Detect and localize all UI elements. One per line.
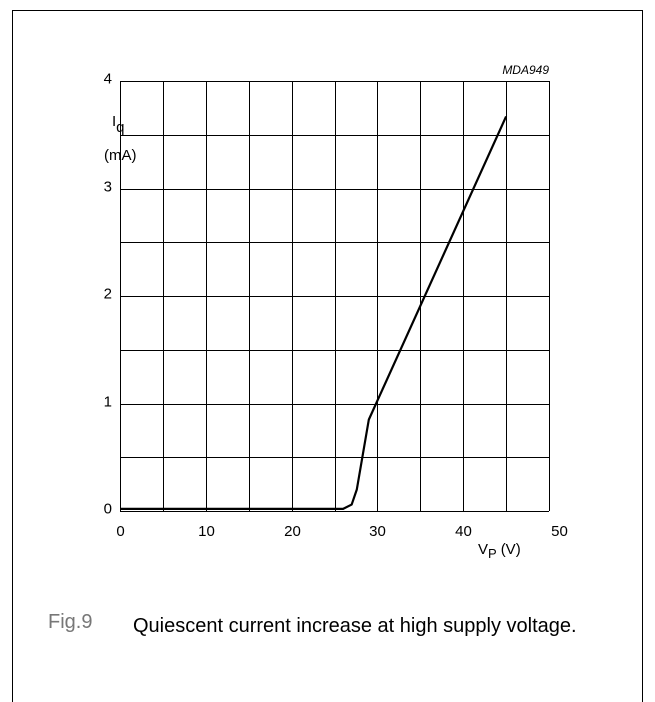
- x-tick-label: 40: [455, 523, 472, 540]
- y-tick-label: 3: [104, 179, 112, 196]
- caption-label: Fig.9: [48, 611, 93, 633]
- frame: [12, 10, 643, 702]
- y-symbol: I: [112, 113, 116, 130]
- y-tick-label: 4: [104, 71, 112, 88]
- y-axis-label: Iq: [112, 113, 125, 136]
- y-tick-label: 1: [104, 394, 112, 411]
- x-subscript: P: [488, 546, 497, 561]
- x-tick-label: 10: [198, 523, 215, 540]
- x-axis-label: VP (V): [478, 541, 521, 561]
- figure-code: MDA949: [502, 63, 549, 77]
- x-tick-label: 0: [116, 523, 124, 540]
- data-line: [120, 116, 508, 510]
- y-tick-label: 0: [104, 501, 112, 518]
- x-unit: (V): [501, 541, 521, 558]
- caption-text: Quiescent current increase at high suppl…: [133, 615, 577, 637]
- y-tick-label: 2: [104, 286, 112, 303]
- x-tick-label: 20: [284, 523, 301, 540]
- x-tick-label: 30: [369, 523, 386, 540]
- x-tick-label: 50: [551, 523, 568, 540]
- x-symbol: V: [478, 541, 488, 558]
